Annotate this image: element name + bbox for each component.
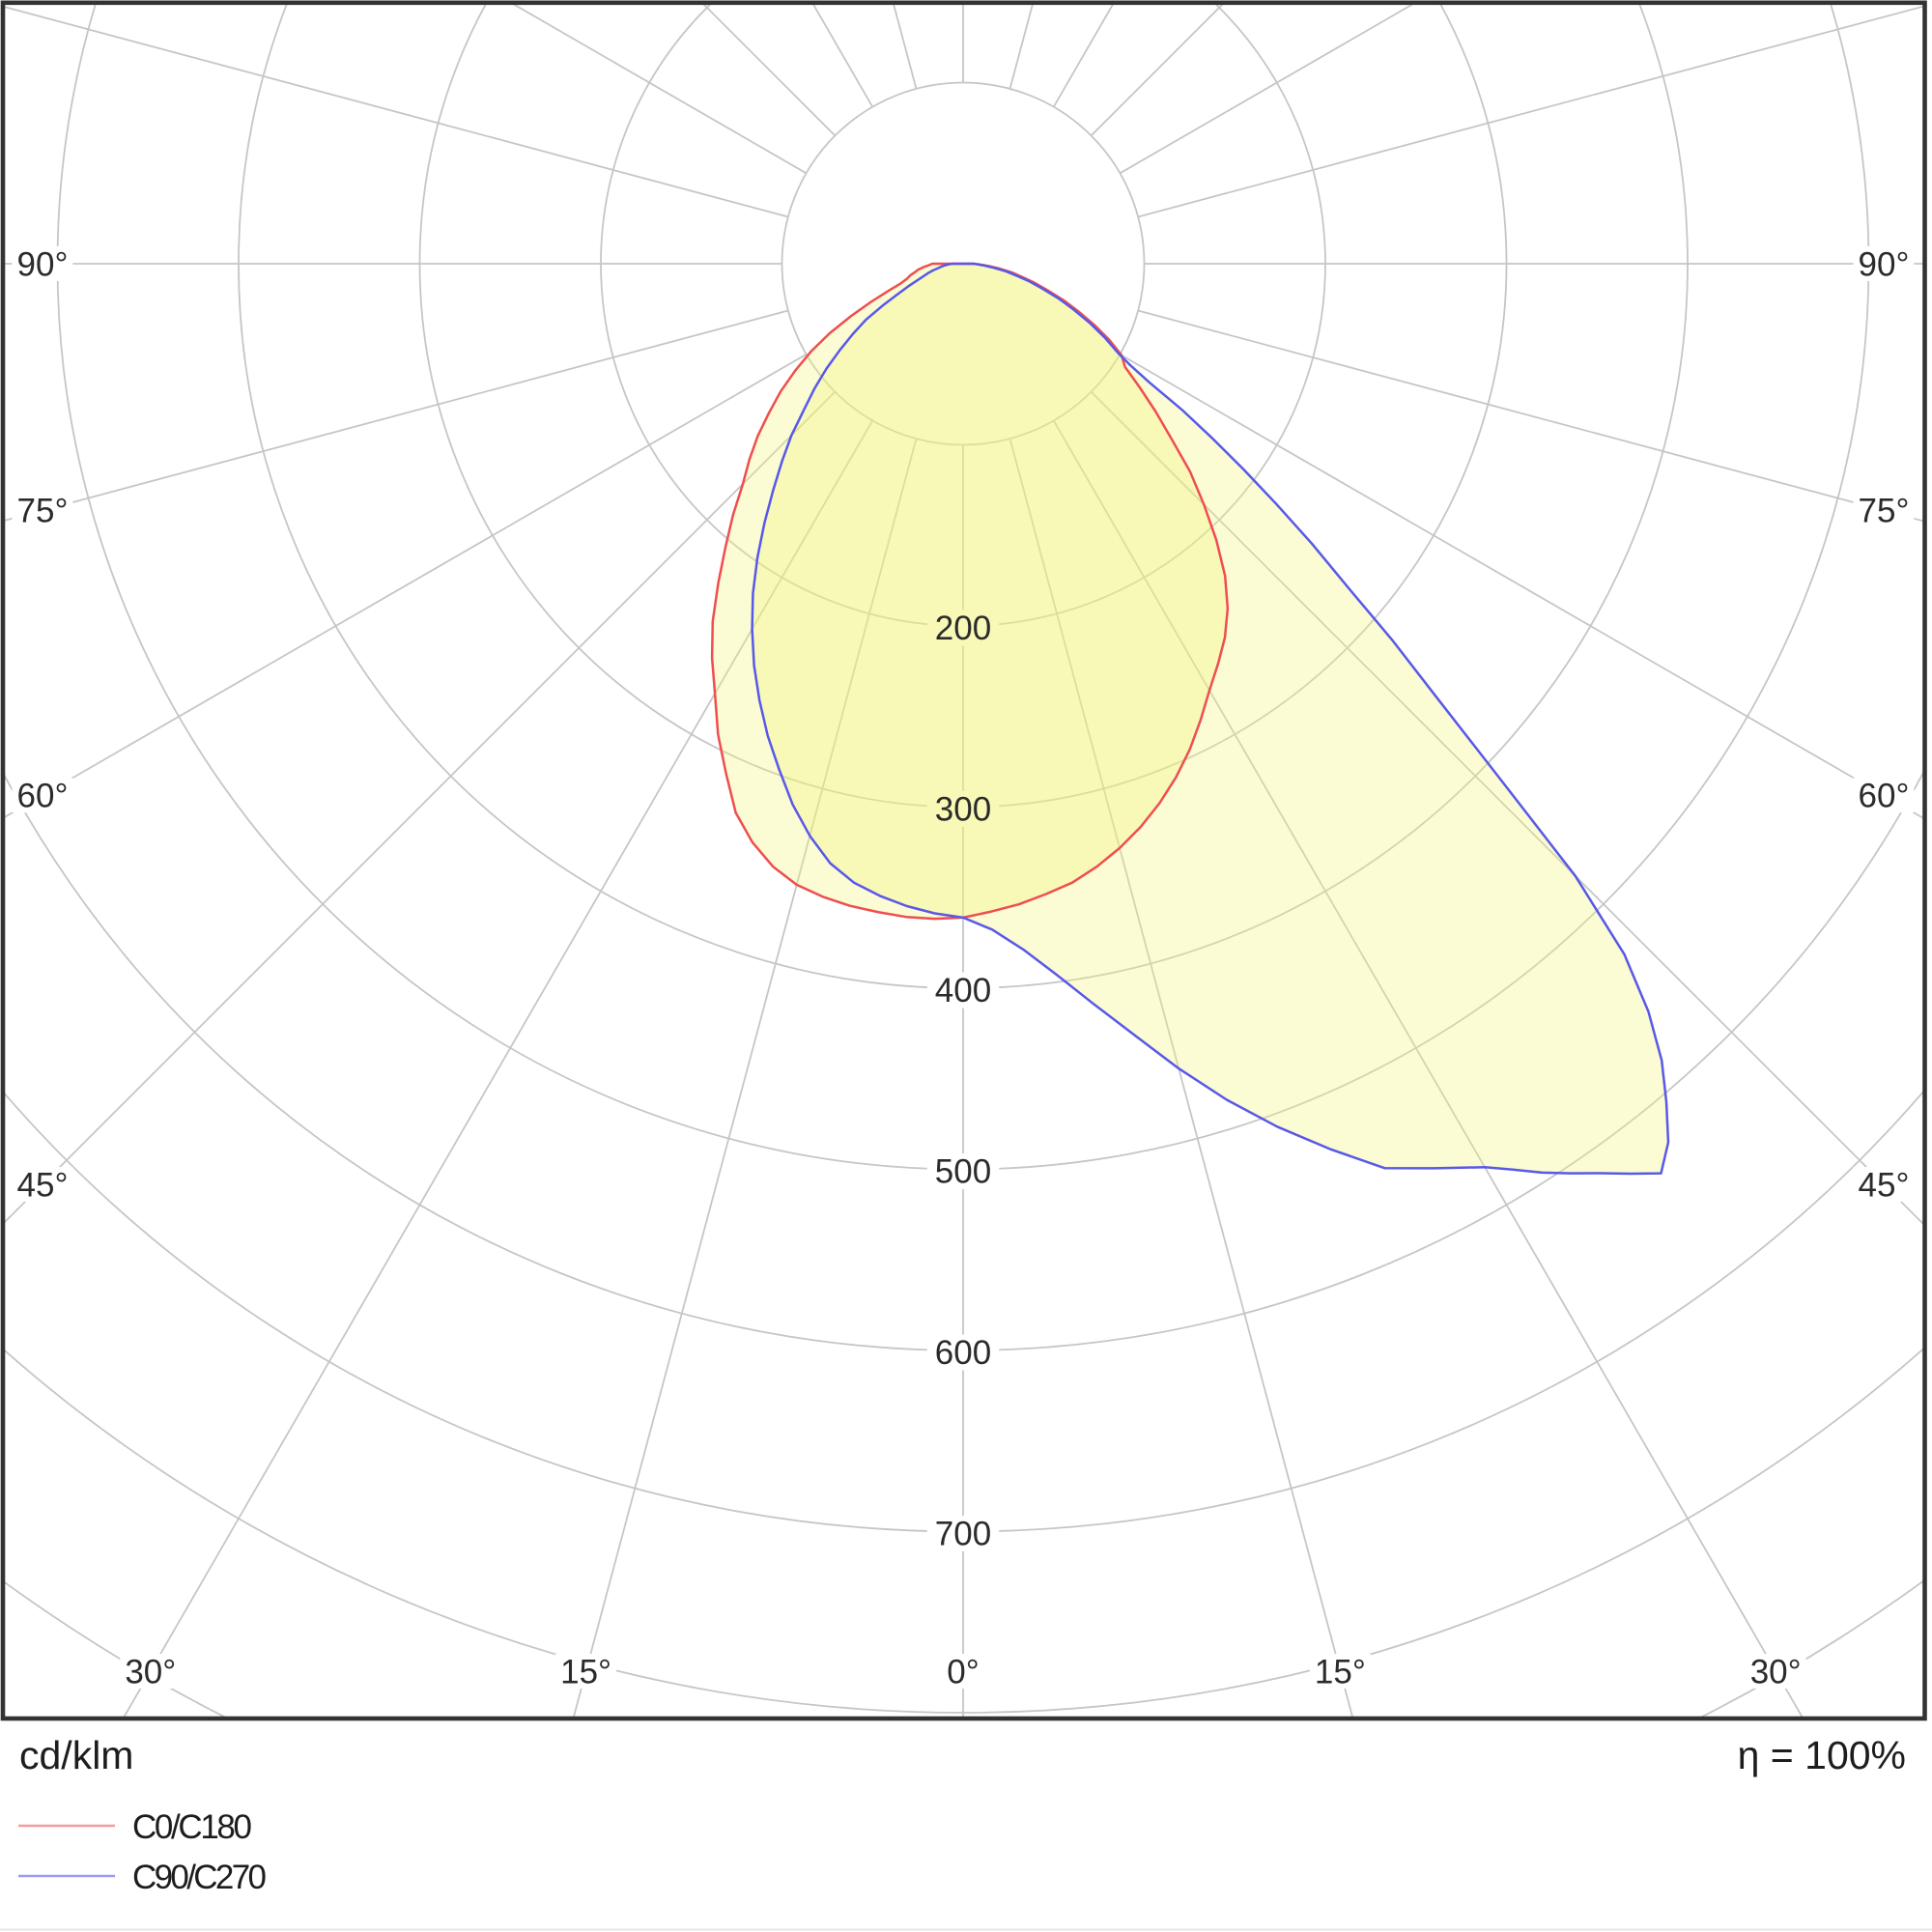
svg-text:500: 500 — [935, 1153, 991, 1191]
svg-text:200: 200 — [935, 610, 991, 647]
svg-text:cd/klm: cd/klm — [19, 1733, 133, 1777]
svg-text:45°: 45° — [1859, 1166, 1910, 1204]
svg-text:C90/C270: C90/C270 — [132, 1859, 267, 1896]
svg-text:C0/C180: C0/C180 — [132, 1808, 252, 1846]
svg-text:η = 100%: η = 100% — [1738, 1733, 1906, 1777]
svg-text:60°: 60° — [1859, 778, 1910, 815]
svg-text:300: 300 — [935, 791, 991, 829]
svg-text:15°: 15° — [560, 1653, 611, 1690]
svg-text:600: 600 — [935, 1334, 991, 1372]
svg-text:90°: 90° — [1859, 245, 1910, 283]
svg-text:60°: 60° — [17, 778, 69, 815]
svg-text:30°: 30° — [1750, 1653, 1802, 1690]
svg-text:75°: 75° — [1859, 493, 1910, 530]
svg-text:45°: 45° — [17, 1166, 69, 1204]
svg-text:0°: 0° — [947, 1653, 979, 1690]
svg-text:400: 400 — [935, 972, 991, 1009]
svg-text:30°: 30° — [125, 1653, 176, 1690]
svg-text:75°: 75° — [17, 493, 69, 530]
svg-text:700: 700 — [935, 1516, 991, 1553]
svg-text:15°: 15° — [1315, 1653, 1366, 1690]
svg-text:90°: 90° — [17, 245, 69, 283]
